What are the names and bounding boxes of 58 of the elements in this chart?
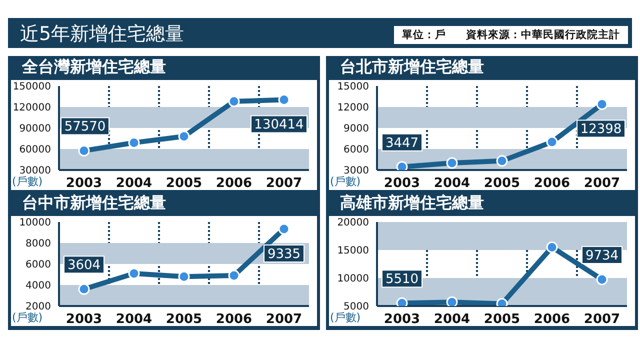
x-tick-label: 2005 <box>166 312 202 328</box>
chart-title: 台中市新增住宅總量 <box>22 193 166 214</box>
data-label: 9734 <box>585 248 619 264</box>
source-note: 資料來源：中華民國行政院主計 <box>466 28 620 42</box>
y-axis-title: (戶數) <box>12 310 43 325</box>
y-tick-label: 2000 <box>26 302 51 313</box>
y-axis-title: (戶數) <box>12 174 43 189</box>
y-tick-label: 5000 <box>344 302 369 313</box>
y-tick-label: 15000 <box>337 246 369 257</box>
y-tick-label: 6000 <box>344 144 369 156</box>
x-tick-label: 2005 <box>484 176 520 192</box>
y-tick-label: 10000 <box>337 274 369 285</box>
x-tick-label: 2004 <box>116 312 152 328</box>
y-axis-title: (戶數) <box>330 174 361 189</box>
x-tick-label: 2007 <box>584 312 620 328</box>
x-tick-label: 2004 <box>434 312 470 328</box>
chart-title: 全台灣新增住宅總量 <box>22 57 166 78</box>
data-label: 3447 <box>385 136 419 151</box>
x-tick-label: 2004 <box>116 176 152 192</box>
x-tick-label: 2005 <box>484 312 520 328</box>
x-tick-label: 2006 <box>216 312 252 328</box>
x-tick-label: 2007 <box>266 312 302 328</box>
chart-title: 台北市新增住宅總量 <box>340 57 484 78</box>
y-tick-label: 150000 <box>12 82 51 93</box>
y-tick-label: 8000 <box>26 238 51 250</box>
data-label: 12398 <box>580 122 622 138</box>
data-label: 9335 <box>267 246 301 262</box>
x-tick-label: 2007 <box>584 176 620 192</box>
y-tick-label: 120000 <box>12 102 51 114</box>
y-tick-label: 20000 <box>337 218 369 229</box>
text: 近5年新增住宅總量 <box>20 22 184 47</box>
data-label: 3604 <box>67 258 101 274</box>
y-tick-label: 12000 <box>337 102 369 114</box>
x-tick-label: 2004 <box>434 176 470 192</box>
x-tick-label: 2003 <box>384 176 420 192</box>
x-tick-label: 2003 <box>66 176 102 192</box>
data-label: 130414 <box>254 118 304 133</box>
x-tick-label: 2006 <box>216 176 252 192</box>
x-tick-label: 2007 <box>266 176 302 192</box>
x-tick-label: 2005 <box>166 176 202 192</box>
y-axis-title: (戶數) <box>330 310 361 325</box>
y-tick-label: 90000 <box>19 124 51 135</box>
y-tick-label: 60000 <box>19 144 51 156</box>
x-tick-label: 2003 <box>66 312 102 328</box>
y-tick-label: 30000 <box>19 166 51 177</box>
y-tick-label: 9000 <box>344 124 369 135</box>
y-tick-label: 10000 <box>19 218 51 229</box>
y-tick-label: 6000 <box>26 260 51 271</box>
x-tick-label: 2006 <box>534 312 570 328</box>
chart-title: 高雄市新增住宅總量 <box>340 193 484 214</box>
y-tick-label: 3000 <box>344 166 369 177</box>
data-label: 5510 <box>385 272 419 288</box>
y-tick-label: 15000 <box>337 82 369 93</box>
x-tick-label: 2006 <box>534 176 570 192</box>
text: 單位：戶 <box>402 28 446 42</box>
data-label: 57570 <box>64 120 106 135</box>
y-tick-label: 4000 <box>26 280 51 292</box>
x-tick-label: 2003 <box>384 312 420 328</box>
